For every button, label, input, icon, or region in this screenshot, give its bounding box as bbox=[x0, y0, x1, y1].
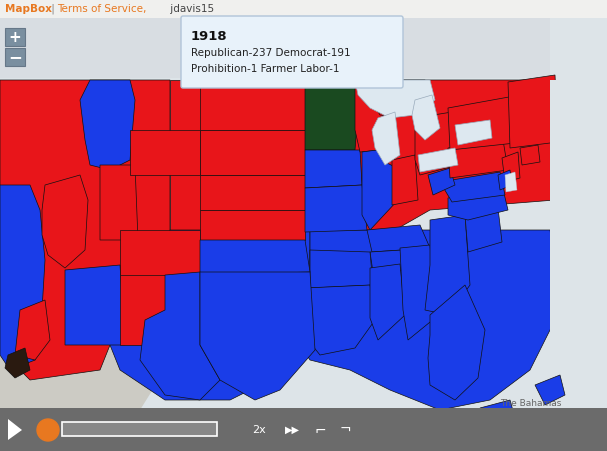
Polygon shape bbox=[362, 148, 398, 230]
Polygon shape bbox=[415, 112, 458, 175]
Polygon shape bbox=[370, 248, 440, 272]
Polygon shape bbox=[480, 400, 515, 420]
Polygon shape bbox=[520, 145, 540, 165]
Polygon shape bbox=[448, 95, 525, 150]
Bar bbox=[5, 28, 25, 46]
Text: The Bahamas: The Bahamas bbox=[500, 399, 561, 408]
Polygon shape bbox=[378, 112, 420, 172]
Polygon shape bbox=[300, 285, 375, 355]
Bar bbox=[0, 18, 607, 410]
Text: Prohibition-1 Farmer Labor-1: Prohibition-1 Farmer Labor-1 bbox=[191, 64, 339, 74]
Polygon shape bbox=[448, 140, 508, 178]
Text: ¬: ¬ bbox=[340, 423, 351, 437]
Polygon shape bbox=[370, 80, 430, 118]
Bar bbox=[62, 422, 217, 436]
Polygon shape bbox=[367, 225, 430, 252]
Text: Terms of Service,: Terms of Service, bbox=[57, 4, 146, 14]
Text: |: | bbox=[48, 4, 58, 14]
Polygon shape bbox=[508, 75, 558, 148]
Bar bbox=[0, 0, 607, 18]
Polygon shape bbox=[100, 230, 310, 400]
Bar bbox=[550, 80, 607, 360]
Polygon shape bbox=[455, 120, 492, 145]
Polygon shape bbox=[130, 130, 200, 175]
Polygon shape bbox=[305, 150, 362, 188]
Polygon shape bbox=[15, 300, 50, 360]
Bar bbox=[545, 80, 607, 380]
Polygon shape bbox=[412, 95, 440, 140]
Polygon shape bbox=[42, 175, 88, 268]
Polygon shape bbox=[502, 152, 520, 182]
Polygon shape bbox=[465, 208, 502, 252]
Text: ▶▶: ▶▶ bbox=[285, 425, 300, 435]
Bar bbox=[5, 48, 25, 66]
Polygon shape bbox=[310, 250, 373, 288]
Polygon shape bbox=[448, 185, 508, 220]
Polygon shape bbox=[290, 230, 560, 410]
Polygon shape bbox=[355, 80, 435, 118]
Circle shape bbox=[37, 419, 59, 441]
Polygon shape bbox=[200, 175, 305, 210]
Text: jdavis15: jdavis15 bbox=[167, 4, 214, 14]
Polygon shape bbox=[120, 230, 200, 275]
Polygon shape bbox=[200, 80, 305, 130]
Polygon shape bbox=[65, 265, 125, 345]
Polygon shape bbox=[200, 210, 305, 240]
Bar bbox=[0, 408, 607, 451]
Polygon shape bbox=[0, 80, 170, 380]
Polygon shape bbox=[0, 185, 45, 370]
Polygon shape bbox=[8, 419, 22, 440]
Text: Republican-237 Democrat-191: Republican-237 Democrat-191 bbox=[191, 48, 351, 58]
Polygon shape bbox=[428, 168, 455, 195]
Bar bbox=[62, 422, 217, 436]
Polygon shape bbox=[200, 272, 315, 400]
Polygon shape bbox=[305, 185, 367, 232]
Bar bbox=[550, 18, 607, 80]
Polygon shape bbox=[200, 240, 310, 275]
Polygon shape bbox=[370, 264, 405, 340]
Text: 1918: 1918 bbox=[191, 30, 228, 43]
Polygon shape bbox=[170, 80, 310, 230]
Bar bbox=[0, 18, 607, 78]
Polygon shape bbox=[505, 172, 517, 192]
Polygon shape bbox=[372, 112, 400, 165]
Polygon shape bbox=[200, 130, 305, 175]
Text: MapBox: MapBox bbox=[5, 4, 52, 14]
Text: ⌐: ⌐ bbox=[315, 423, 327, 437]
Polygon shape bbox=[0, 320, 165, 410]
Text: 2x: 2x bbox=[252, 425, 266, 435]
Polygon shape bbox=[120, 265, 165, 345]
Polygon shape bbox=[165, 355, 380, 410]
Polygon shape bbox=[5, 348, 30, 378]
Polygon shape bbox=[440, 172, 505, 202]
Polygon shape bbox=[140, 272, 220, 400]
Polygon shape bbox=[425, 215, 470, 315]
FancyBboxPatch shape bbox=[181, 16, 403, 88]
Text: +: + bbox=[8, 29, 21, 45]
Polygon shape bbox=[100, 165, 138, 240]
Polygon shape bbox=[428, 285, 485, 400]
Polygon shape bbox=[392, 155, 418, 205]
Polygon shape bbox=[418, 148, 458, 172]
Polygon shape bbox=[498, 170, 512, 190]
Text: −: − bbox=[8, 48, 22, 66]
Polygon shape bbox=[400, 245, 435, 340]
Polygon shape bbox=[355, 82, 405, 152]
Polygon shape bbox=[305, 80, 360, 150]
Polygon shape bbox=[310, 80, 555, 240]
Polygon shape bbox=[80, 80, 135, 170]
Polygon shape bbox=[535, 375, 565, 405]
